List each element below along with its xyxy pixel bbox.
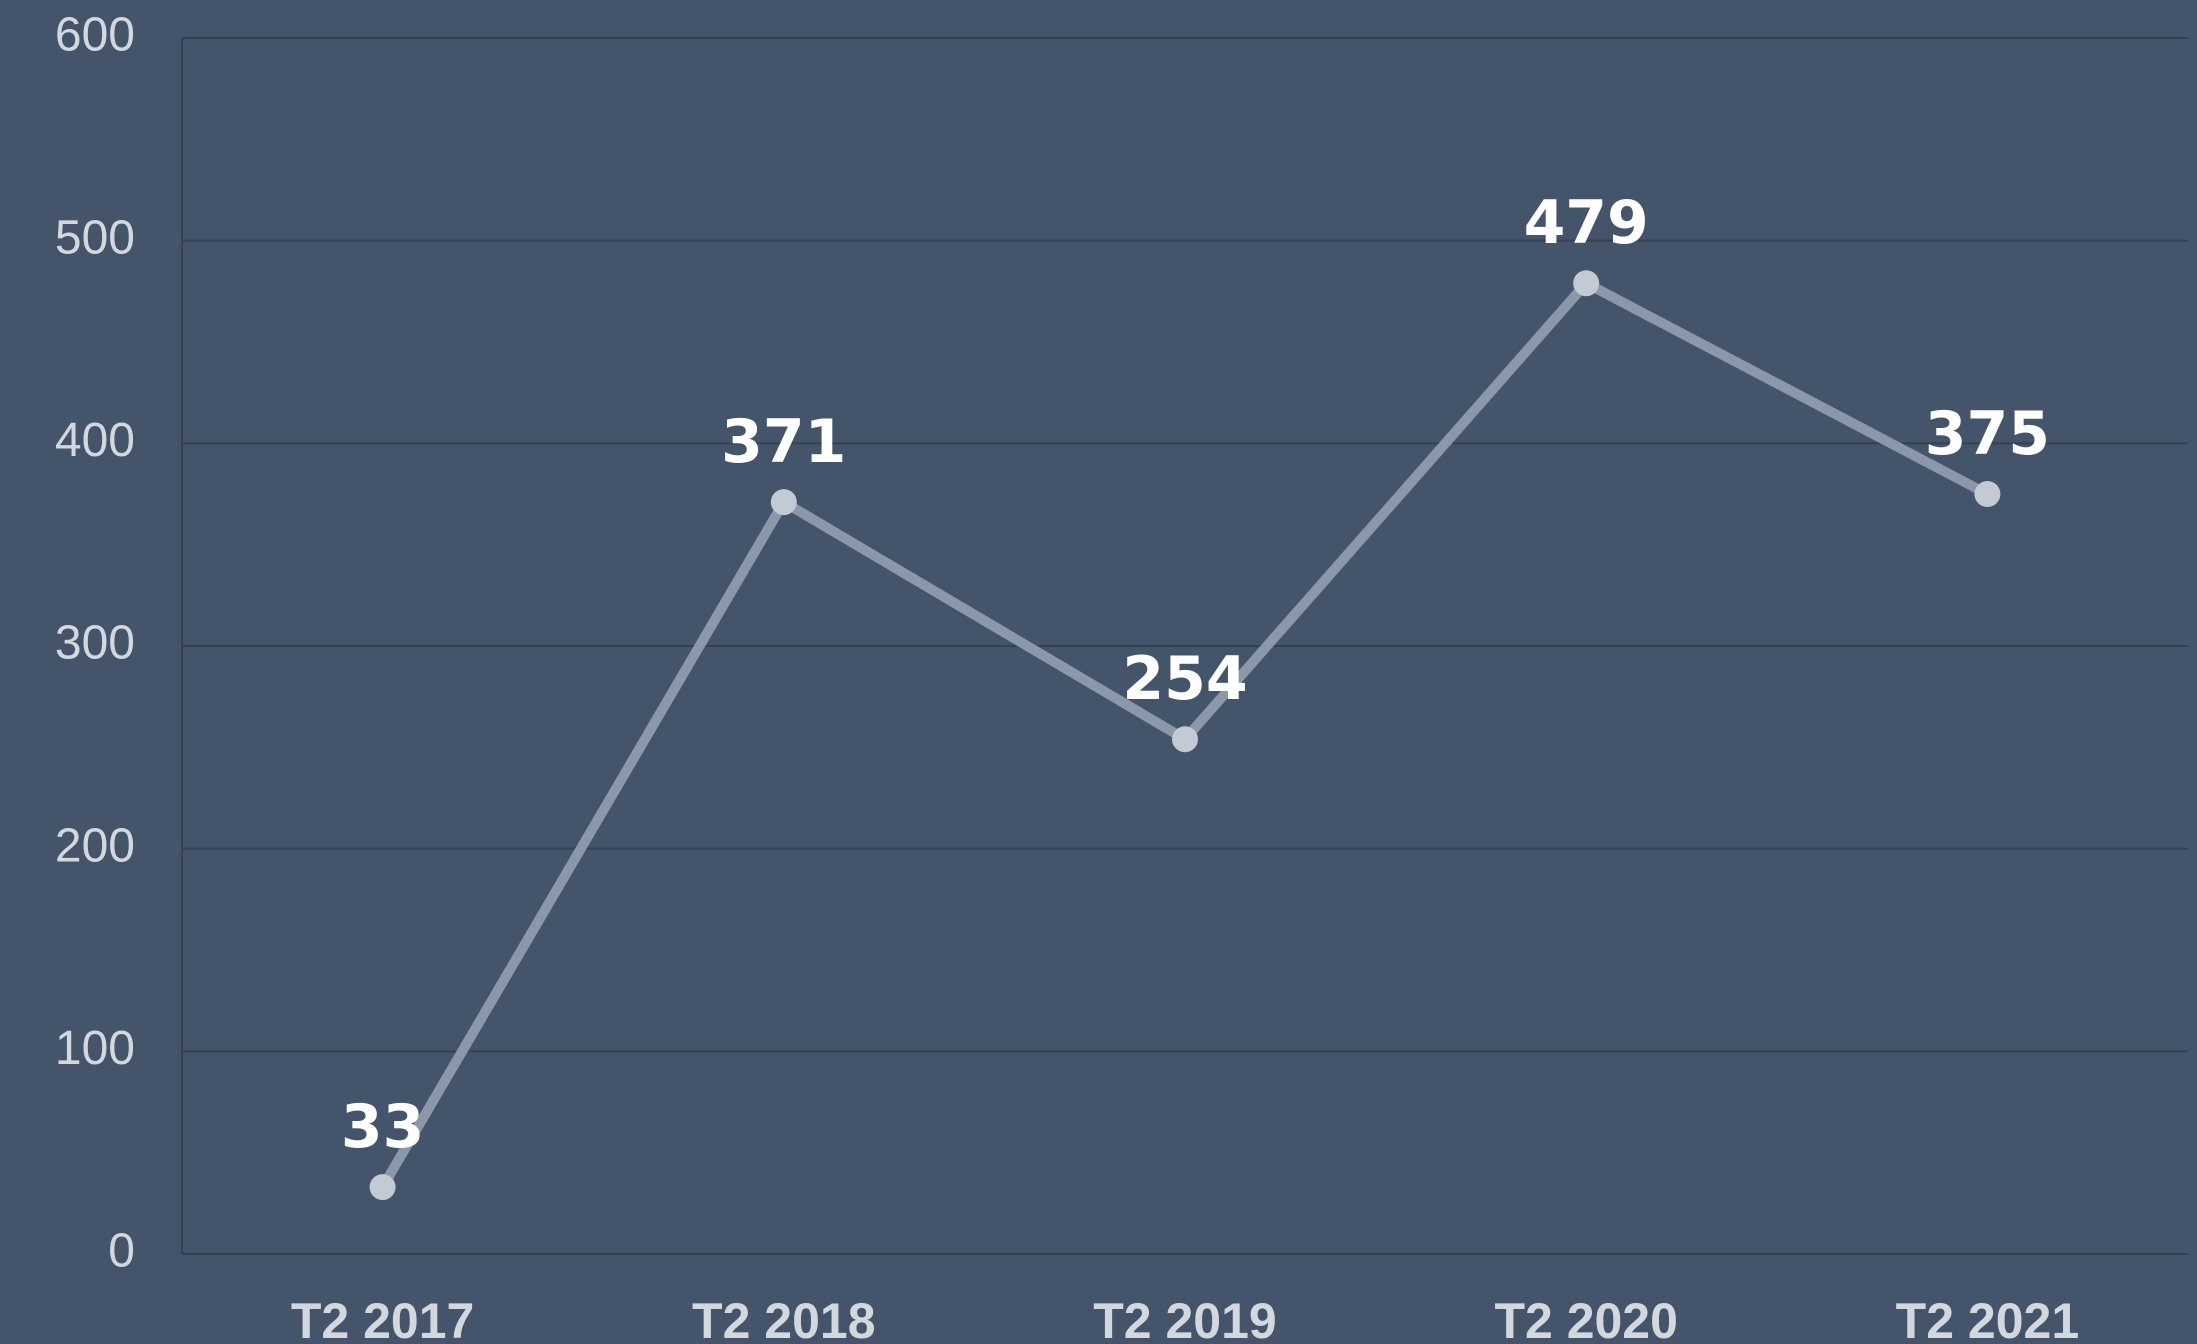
y-tick-label: 600 — [55, 9, 135, 62]
y-tick-label: 400 — [55, 414, 135, 467]
x-tick-label: T2 2017 — [291, 1293, 474, 1344]
marker — [770, 489, 797, 516]
y-tick-label: 200 — [55, 819, 135, 872]
data-label: 375 — [1925, 399, 2050, 469]
x-tick-label: T2 2018 — [692, 1293, 875, 1344]
marker — [1172, 726, 1198, 753]
y-tick-label: 300 — [55, 617, 135, 670]
x-tick-label: T2 2019 — [1093, 1293, 1276, 1344]
x-tick-label: T2 2020 — [1494, 1293, 1677, 1344]
data-label: 254 — [1122, 644, 1247, 714]
y-tick-label: 0 — [108, 1225, 135, 1278]
data-label: 479 — [1524, 188, 1649, 258]
marker — [369, 1174, 396, 1201]
y-tick-label: 100 — [55, 1022, 135, 1075]
data-label: 371 — [721, 407, 846, 477]
y-tick-label: 500 — [55, 211, 135, 264]
marker — [1573, 270, 1600, 297]
x-tick-label: T2 2021 — [1896, 1293, 2079, 1344]
marker — [1974, 481, 2001, 507]
data-label: 33 — [341, 1092, 425, 1162]
